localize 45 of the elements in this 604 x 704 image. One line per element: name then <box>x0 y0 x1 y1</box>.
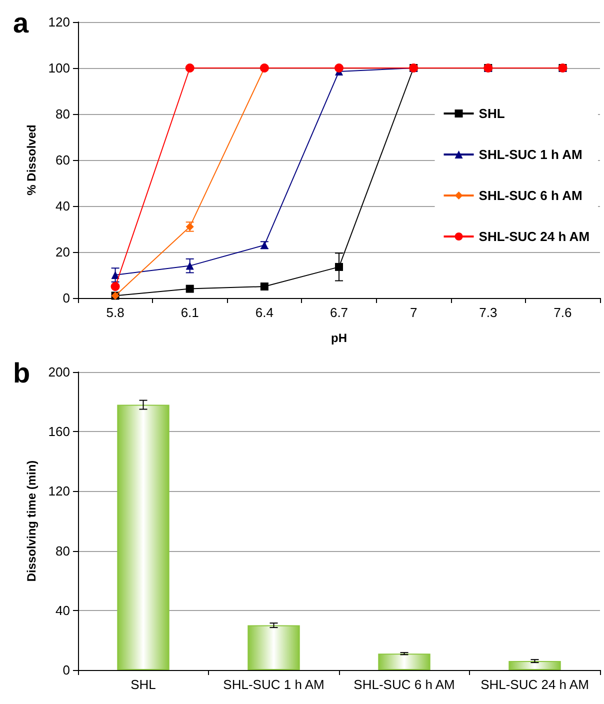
point <box>186 262 194 270</box>
x-tick-label: SHL-SUC 6 h AM <box>354 677 455 692</box>
y-tick-label: 120 <box>48 484 70 499</box>
bar <box>248 625 300 670</box>
x-tick-label: 7 <box>410 305 418 320</box>
legend-label: SHL <box>478 106 505 121</box>
point <box>186 284 194 293</box>
y-tick-label: 200 <box>48 364 70 380</box>
y-tick-label: 160 <box>48 424 70 440</box>
x-tick-label: 6.7 <box>330 305 348 320</box>
y-tick-label: 20 <box>56 244 70 260</box>
x-tick-label: 5.8 <box>106 305 124 320</box>
x-tick-label: SHL <box>130 677 156 692</box>
x-tick-label: 7.3 <box>479 305 498 320</box>
y-axis-title: Dissolving time (min) <box>24 460 38 582</box>
y-tick-label: 0 <box>62 662 70 678</box>
y-tick-label: 40 <box>56 602 70 618</box>
point <box>111 271 120 279</box>
x-tick-label: 6.4 <box>255 305 274 320</box>
chart-title: b <box>13 358 30 388</box>
legend-label: SHL-SUC 1 h AM <box>478 147 582 162</box>
point <box>334 64 344 72</box>
x-axis-title: pH <box>331 331 347 345</box>
x-tick-label: SHL-SUC 1 h AM <box>223 677 324 692</box>
y-tick-label: 120 <box>48 14 70 30</box>
point <box>260 282 268 290</box>
legend-label: SHL-SUC 24 h AM <box>478 229 590 244</box>
point <box>185 64 194 72</box>
y-tick-label: 60 <box>56 152 70 168</box>
y-tick-label: 80 <box>56 543 70 558</box>
bar <box>378 654 430 670</box>
bar <box>117 404 170 670</box>
y-tick-label: 100 <box>48 60 70 76</box>
point <box>335 262 343 271</box>
y-tick-label: 80 <box>56 106 70 122</box>
x-tick-label: 7.6 <box>554 305 572 320</box>
y-tick-label: 0 <box>62 290 70 306</box>
y-tick-label: 40 <box>56 198 70 214</box>
x-tick-label: SHL-SUC 24 h AM <box>480 677 589 692</box>
x-tick-label: 6.1 <box>180 305 199 320</box>
chart-title: a <box>13 8 29 38</box>
point <box>110 282 120 291</box>
legend-label: SHL-SUC 6 h AM <box>478 188 582 203</box>
y-axis-title: % Dissolved <box>24 124 38 196</box>
bar <box>508 661 561 670</box>
